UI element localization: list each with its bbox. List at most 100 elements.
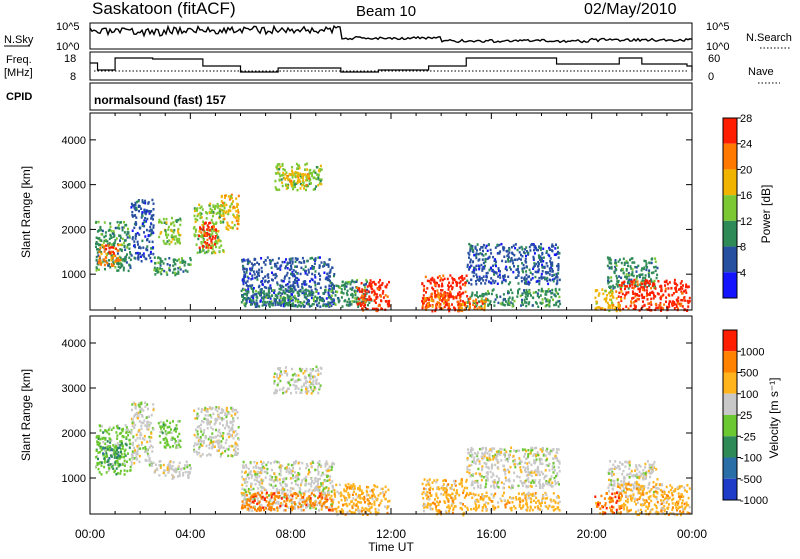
velocity-echo-region xyxy=(241,460,335,512)
velocity-ylabel: Slant Range [km] xyxy=(19,369,33,461)
power-colorbar-tick: 24 xyxy=(740,139,752,151)
noise-right-tick-top: 10^5 xyxy=(706,21,730,33)
time-tick-label: 08:00 xyxy=(276,527,306,541)
velocity-echo-region xyxy=(594,492,622,516)
power-echo-region xyxy=(158,217,182,246)
cpid-value: normalsound (fast) 157 xyxy=(94,93,226,107)
velocity-colorbar-tick: 100 xyxy=(740,389,758,401)
velocity-echo-region xyxy=(466,492,561,512)
velocity-colorbar-tick: 25 xyxy=(740,410,752,422)
velocity-colorbar-segment xyxy=(723,373,737,394)
velocity-colorbar-segment xyxy=(723,479,737,500)
power-ytick-label: 4000 xyxy=(62,135,86,147)
nave-label: Nave xyxy=(748,66,774,78)
noise-sky-line xyxy=(90,26,692,42)
velocity-colorbar-tick: -25 xyxy=(740,431,756,443)
freq-label: Freq. xyxy=(6,54,32,66)
velocity-colorbar-tick: -1000 xyxy=(740,495,768,507)
power-colorbar-tick: 28 xyxy=(740,113,752,125)
freq-tick-bottom: 8 xyxy=(70,71,76,83)
velocity-echo-region xyxy=(421,478,468,516)
velocity-ytick-label: 2000 xyxy=(62,428,86,440)
velocity-colorbar-segment xyxy=(723,415,737,436)
freq-tick-top: 18 xyxy=(64,53,76,65)
power-colorbar-segment xyxy=(723,169,737,195)
power-colorbar-segment xyxy=(723,221,737,247)
power-echo-region xyxy=(356,279,390,312)
date-title: 02/May/2010 xyxy=(584,1,677,18)
velocity-ytick-label: 4000 xyxy=(62,338,86,350)
power-ytick-label: 1000 xyxy=(62,269,86,281)
cpid-panel: CPID normalsound (fast) 157 xyxy=(6,83,692,110)
power-echo-region xyxy=(335,279,373,308)
velocity-data xyxy=(95,366,691,517)
power-colorbar-tick: 20 xyxy=(740,164,752,176)
power-colorbar: 4 8 12 16 20 24 28 xyxy=(723,113,752,298)
power-echo-region xyxy=(221,194,240,231)
velocity-colorbar-tick: 500 xyxy=(740,368,758,380)
noise-left-tick-top: 10^5 xyxy=(56,21,80,33)
velocity-echo-region xyxy=(466,447,560,490)
power-data xyxy=(95,163,691,313)
velocity-echo-region xyxy=(617,483,691,517)
power-echo-region xyxy=(466,243,561,286)
velocity-echo-region xyxy=(273,366,322,395)
velocity-echo-region xyxy=(334,483,391,516)
velocity-echo-region xyxy=(158,420,182,449)
nave-tick-bottom: 0 xyxy=(708,71,714,83)
power-colorbar-tick: 4 xyxy=(740,267,746,279)
freq-line xyxy=(90,58,692,72)
velocity-colorbar-segment xyxy=(723,436,737,457)
power-colorbar-tick: 12 xyxy=(740,216,752,228)
time-tick-label: 00:00 xyxy=(75,527,105,541)
velocity-echo-region xyxy=(130,402,154,468)
power-echo-region xyxy=(153,256,191,276)
power-ytick-label: 2000 xyxy=(62,224,86,236)
power-colorbar-segment xyxy=(723,195,737,221)
time-tick-label: 12:00 xyxy=(376,527,406,541)
station-title: Saskatoon (fitACF) xyxy=(92,0,236,18)
velocity-echo-region xyxy=(154,460,192,480)
power-ylabel: Slant Range [km] xyxy=(19,166,33,258)
velocity-colorbar-tick: -100 xyxy=(740,453,762,465)
power-colorbar-segment xyxy=(723,118,737,144)
noise-left-tick-bottom: 10^0 xyxy=(56,41,80,53)
power-colorbar-tick: 8 xyxy=(740,242,746,254)
power-colorbar-tick: 16 xyxy=(740,190,752,202)
velocity-colorbar-segment xyxy=(723,351,737,372)
beam-title: Beam 10 xyxy=(356,3,416,20)
velocity-echo-region xyxy=(95,424,132,476)
time-axis-label: Time UT xyxy=(368,540,414,554)
velocity-colorbar-segment xyxy=(723,458,737,479)
freq-unit-label: [MHz] xyxy=(4,67,33,79)
velocity-colorbar-tick: -500 xyxy=(740,474,762,486)
time-tick-label: 00:00 xyxy=(677,527,707,541)
power-colorbar-label: Power [dB] xyxy=(759,185,773,244)
velocity-ytick-label: 3000 xyxy=(62,383,86,395)
noise-panel: N.Sky 10^5 10^0 10^5 10^0 N.Search xyxy=(4,21,792,53)
power-echo-region xyxy=(130,199,154,263)
velocity-panel: 1000 2000 3000 4000 Slant Range [km] 1000 50… xyxy=(19,316,781,516)
nave-tick-top: 60 xyxy=(708,53,720,65)
power-colorbar-segment xyxy=(723,144,737,170)
velocity-echo-region xyxy=(607,460,658,494)
power-colorbar-segment xyxy=(723,272,737,298)
time-tick-label: 16:00 xyxy=(476,527,506,541)
cpid-label: CPID xyxy=(6,91,32,103)
velocity-colorbar: 1000 500 100 25 -25 -100 -500 -1000 xyxy=(723,330,768,507)
velocity-echo-region xyxy=(193,406,240,458)
power-colorbar-segment xyxy=(723,247,737,273)
noise-right-tick-bottom: 10^0 xyxy=(706,41,730,53)
velocity-colorbar-segment xyxy=(723,330,737,351)
velocity-colorbar-label: Velocity [m s⁻¹] xyxy=(767,377,781,458)
velocity-colorbar-segment xyxy=(723,394,737,415)
noise-left-label: N.Sky xyxy=(4,34,34,46)
time-tick-label: 04:00 xyxy=(175,527,205,541)
velocity-colorbar-tick: 1000 xyxy=(740,346,764,358)
freq-panel: Freq. [MHz] 18 8 60 0 Nave xyxy=(4,52,780,83)
